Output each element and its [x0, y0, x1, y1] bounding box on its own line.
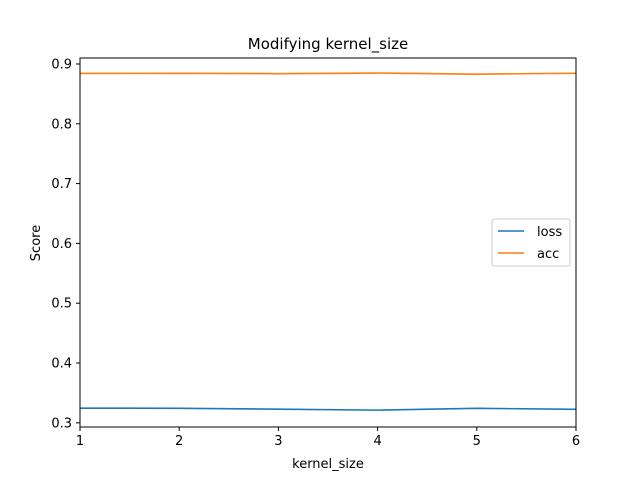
y-tick-label: 0.9 — [51, 57, 72, 72]
y-tick-label: 0.6 — [51, 237, 72, 252]
series-line-acc — [79, 72, 577, 75]
chart-title: Modifying kernel_size — [248, 35, 408, 54]
x-tick-label: 1 — [76, 434, 84, 449]
series-layer — [79, 72, 577, 411]
x-tick-label: 5 — [473, 434, 481, 449]
legend-label-loss: loss — [537, 225, 562, 240]
y-axis: 0.3 0.4 0.5 0.6 0.7 0.8 0.9 — [51, 57, 80, 431]
legend-label-acc: acc — [537, 247, 559, 262]
y-tick-label: 0.4 — [51, 357, 72, 372]
legend: loss acc — [491, 218, 571, 267]
x-tick-label: 3 — [274, 434, 282, 449]
y-tick-label: 0.3 — [51, 416, 72, 431]
x-axis: 1 2 3 4 5 6 — [76, 427, 580, 449]
x-axis-label: kernel_size — [292, 457, 364, 472]
plot-frame — [79, 57, 577, 428]
y-tick-label: 0.5 — [51, 297, 72, 312]
x-tick-label: 6 — [572, 434, 580, 449]
x-tick-label: 2 — [175, 434, 183, 449]
y-tick-label: 0.7 — [51, 177, 72, 192]
series-line-loss — [79, 407, 577, 411]
x-tick-label: 4 — [373, 434, 381, 449]
y-tick-label: 0.8 — [51, 117, 72, 132]
y-axis-label: Score — [29, 225, 44, 261]
